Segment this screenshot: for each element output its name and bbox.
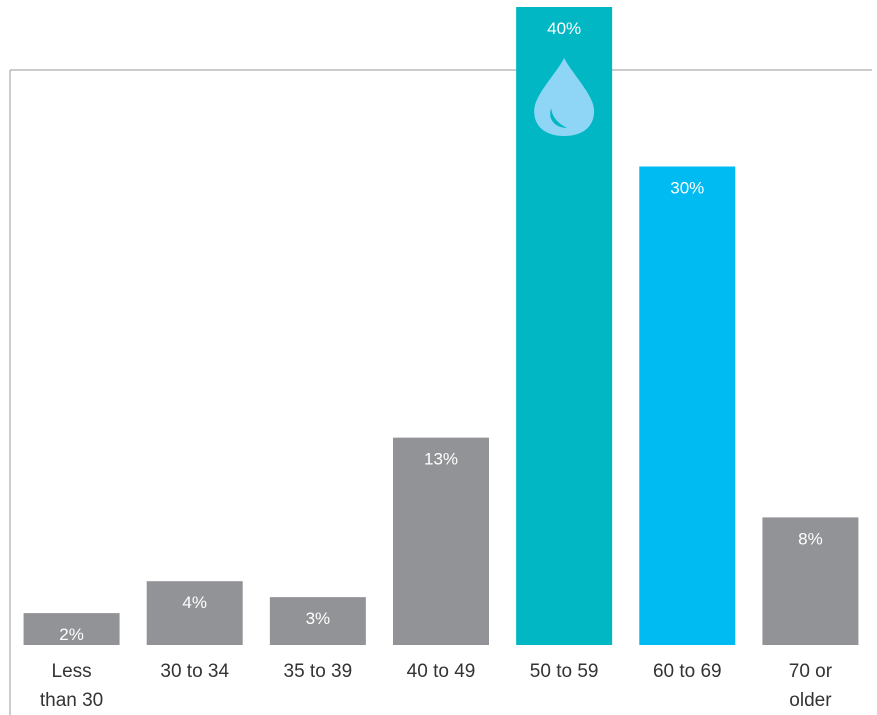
- category-label-6: 70 or older: [789, 661, 833, 711]
- bar-3: [393, 437, 489, 645]
- value-label-0: 2%: [59, 625, 84, 644]
- bar-0: [23, 613, 120, 645]
- value-label-6: 8%: [798, 529, 823, 548]
- value-label-1: 4%: [182, 593, 207, 612]
- bar-1: [146, 581, 243, 645]
- category-label-3: 40 to 49: [407, 661, 476, 682]
- water-drop-icon: [534, 58, 595, 136]
- category-label-2: 35 to 39: [284, 661, 353, 682]
- category-label-0: Less than 30: [40, 661, 103, 711]
- bar-5: [639, 166, 736, 645]
- category-labels-group: Less than 30 30 to 34 35 to 39 40 to 49 50 to…: [40, 661, 833, 711]
- category-label-5: 60 to 69: [653, 661, 722, 682]
- chart-axes: [9, 69, 872, 715]
- icons-group: [534, 58, 595, 136]
- category-label-1: 30 to 34: [160, 661, 229, 682]
- bar-2: [269, 597, 366, 645]
- value-label-2: 3%: [306, 609, 331, 628]
- value-labels-group: 2% 4% 3% 13% 40% 30% 8%: [59, 19, 822, 644]
- value-label-4: 40%: [547, 19, 581, 38]
- value-label-5: 30%: [670, 179, 704, 198]
- bars-group: [23, 7, 859, 645]
- category-label-4: 50 to 59: [530, 661, 599, 682]
- value-label-3: 13%: [424, 450, 458, 469]
- bar-6: [762, 517, 859, 645]
